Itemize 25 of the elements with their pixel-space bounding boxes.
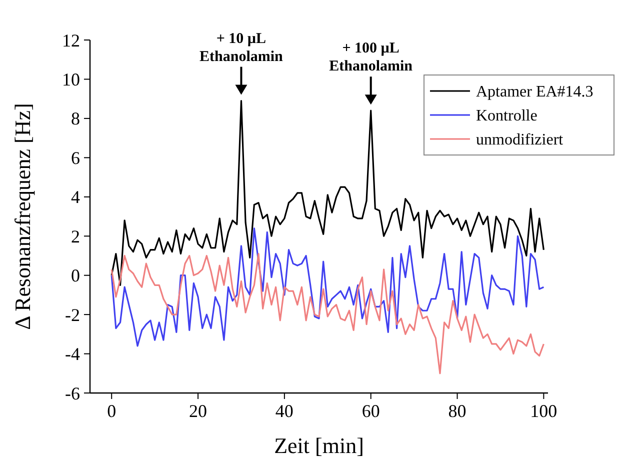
legend-label: Kontrolle xyxy=(476,108,538,125)
y-tick-label: 10 xyxy=(62,70,80,90)
annotation: + 100 µL Ethanolamin xyxy=(329,40,414,75)
annotation: + 10 µL Ethanolamin xyxy=(200,30,284,65)
x-tick-label: 40 xyxy=(275,401,294,421)
line-series xyxy=(110,227,544,347)
x-tick-label: 100 xyxy=(530,401,558,421)
x-axis-title: Zeit [min] xyxy=(274,433,364,458)
x-tick-label: 20 xyxy=(189,401,208,421)
legend-label: unmodifiziert xyxy=(476,132,564,149)
y-axis-title: Δ Resonanzfrequenz [Hz] xyxy=(10,103,35,330)
y-tick-label: 12 xyxy=(62,30,80,50)
legend-label: Aptamer EA#14.3 xyxy=(476,84,594,101)
x-tick-label: 80 xyxy=(448,401,466,421)
y-tick-label: 8 xyxy=(71,108,80,129)
y-tick-label: 0 xyxy=(71,266,80,286)
y-tick-label: -2 xyxy=(65,304,80,325)
x-tick-label: 0 xyxy=(107,401,116,421)
y-tick-label: -6 xyxy=(65,383,80,404)
x-tick-label: 60 xyxy=(362,401,380,421)
y-tick-label: 6 xyxy=(71,148,80,168)
line-series xyxy=(110,252,544,374)
y-tick-label: 2 xyxy=(71,226,80,246)
y-tick-label: 4 xyxy=(71,187,80,208)
y-tick-label: -4 xyxy=(65,344,80,364)
